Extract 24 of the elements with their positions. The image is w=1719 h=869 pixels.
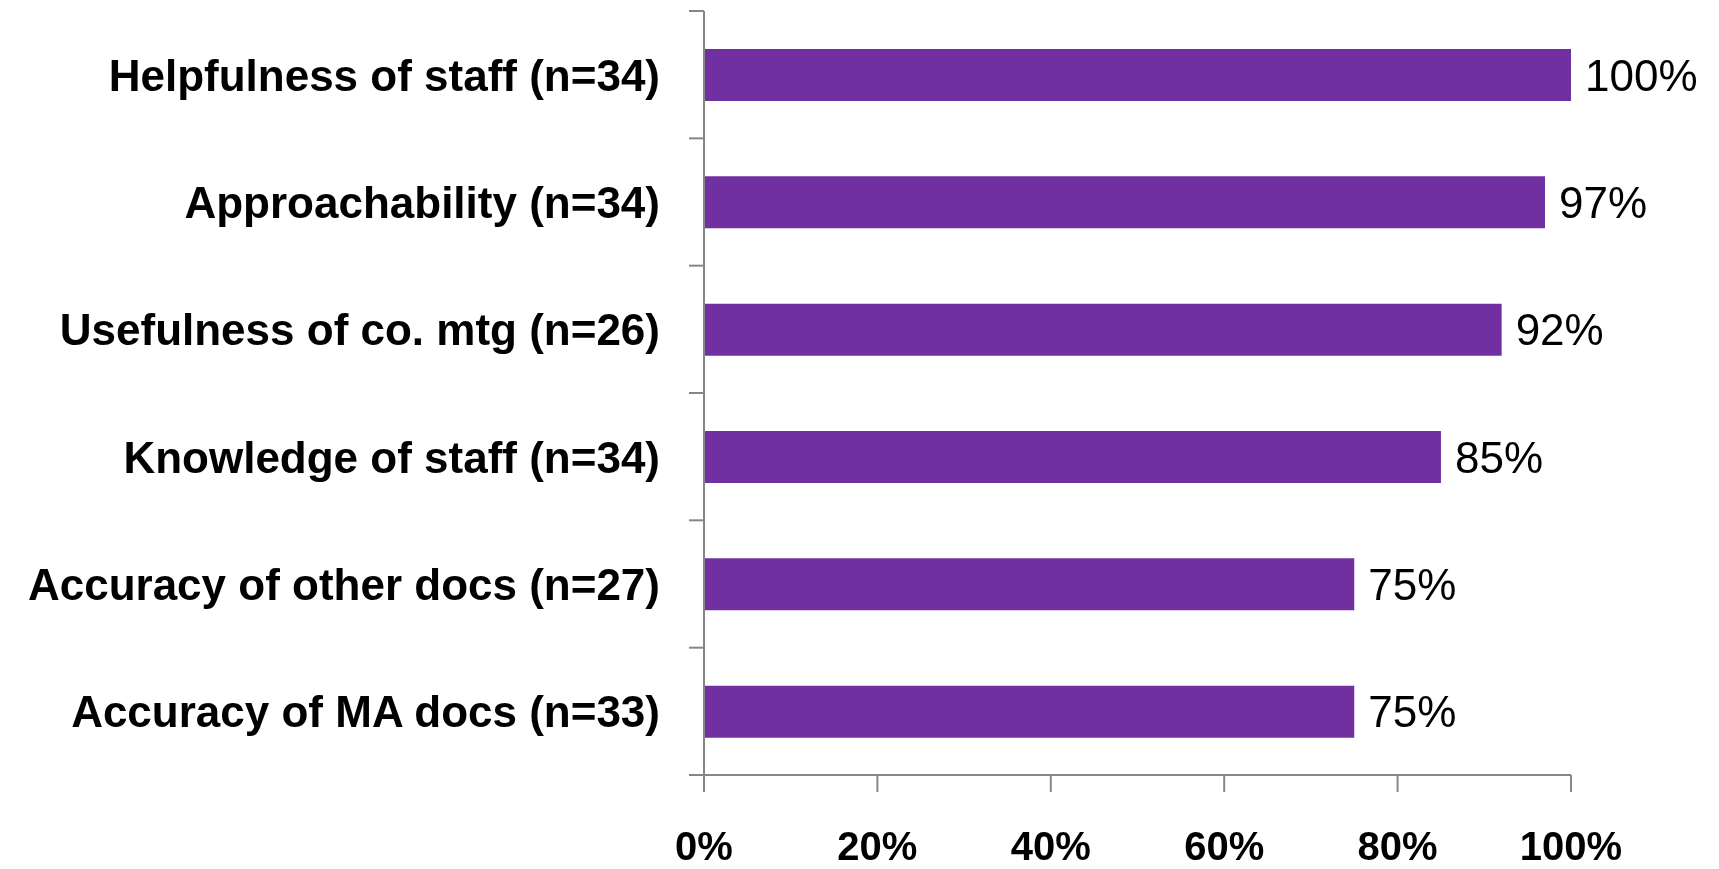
x-tick-label: 60% [1184,824,1265,869]
data-label: 100% [1585,50,1698,100]
bar [704,303,1502,356]
data-label: 92% [1515,305,1604,355]
bar [704,431,1441,483]
bar [704,685,1355,738]
y-tick-label: Usefulness of co. mtg (n=26) [59,304,660,354]
x-tick-label: 40% [1010,824,1091,869]
y-tick-label: Accuracy of MA docs (n=33) [71,686,660,736]
data-label: 85% [1454,432,1544,482]
y-tick-label: Approachability (n=34) [184,177,660,227]
x-tick-label: 0% [675,824,733,869]
x-tick-label: 100% [1519,824,1623,869]
bar [704,176,1545,229]
x-tick-label: 20% [837,824,918,869]
data-label: 75% [1368,687,1457,737]
bar [704,558,1355,611]
bar [704,49,1571,101]
y-tick-label: Knowledge of staff (n=34) [123,432,660,482]
data-label: 75% [1368,559,1457,609]
y-tick-label: Accuracy of other docs (n=27) [27,559,660,609]
y-tick-label: Helpfulness of staff (n=34) [108,50,660,100]
x-tick-label: 80% [1357,824,1438,869]
data-label: 97% [1558,177,1648,227]
